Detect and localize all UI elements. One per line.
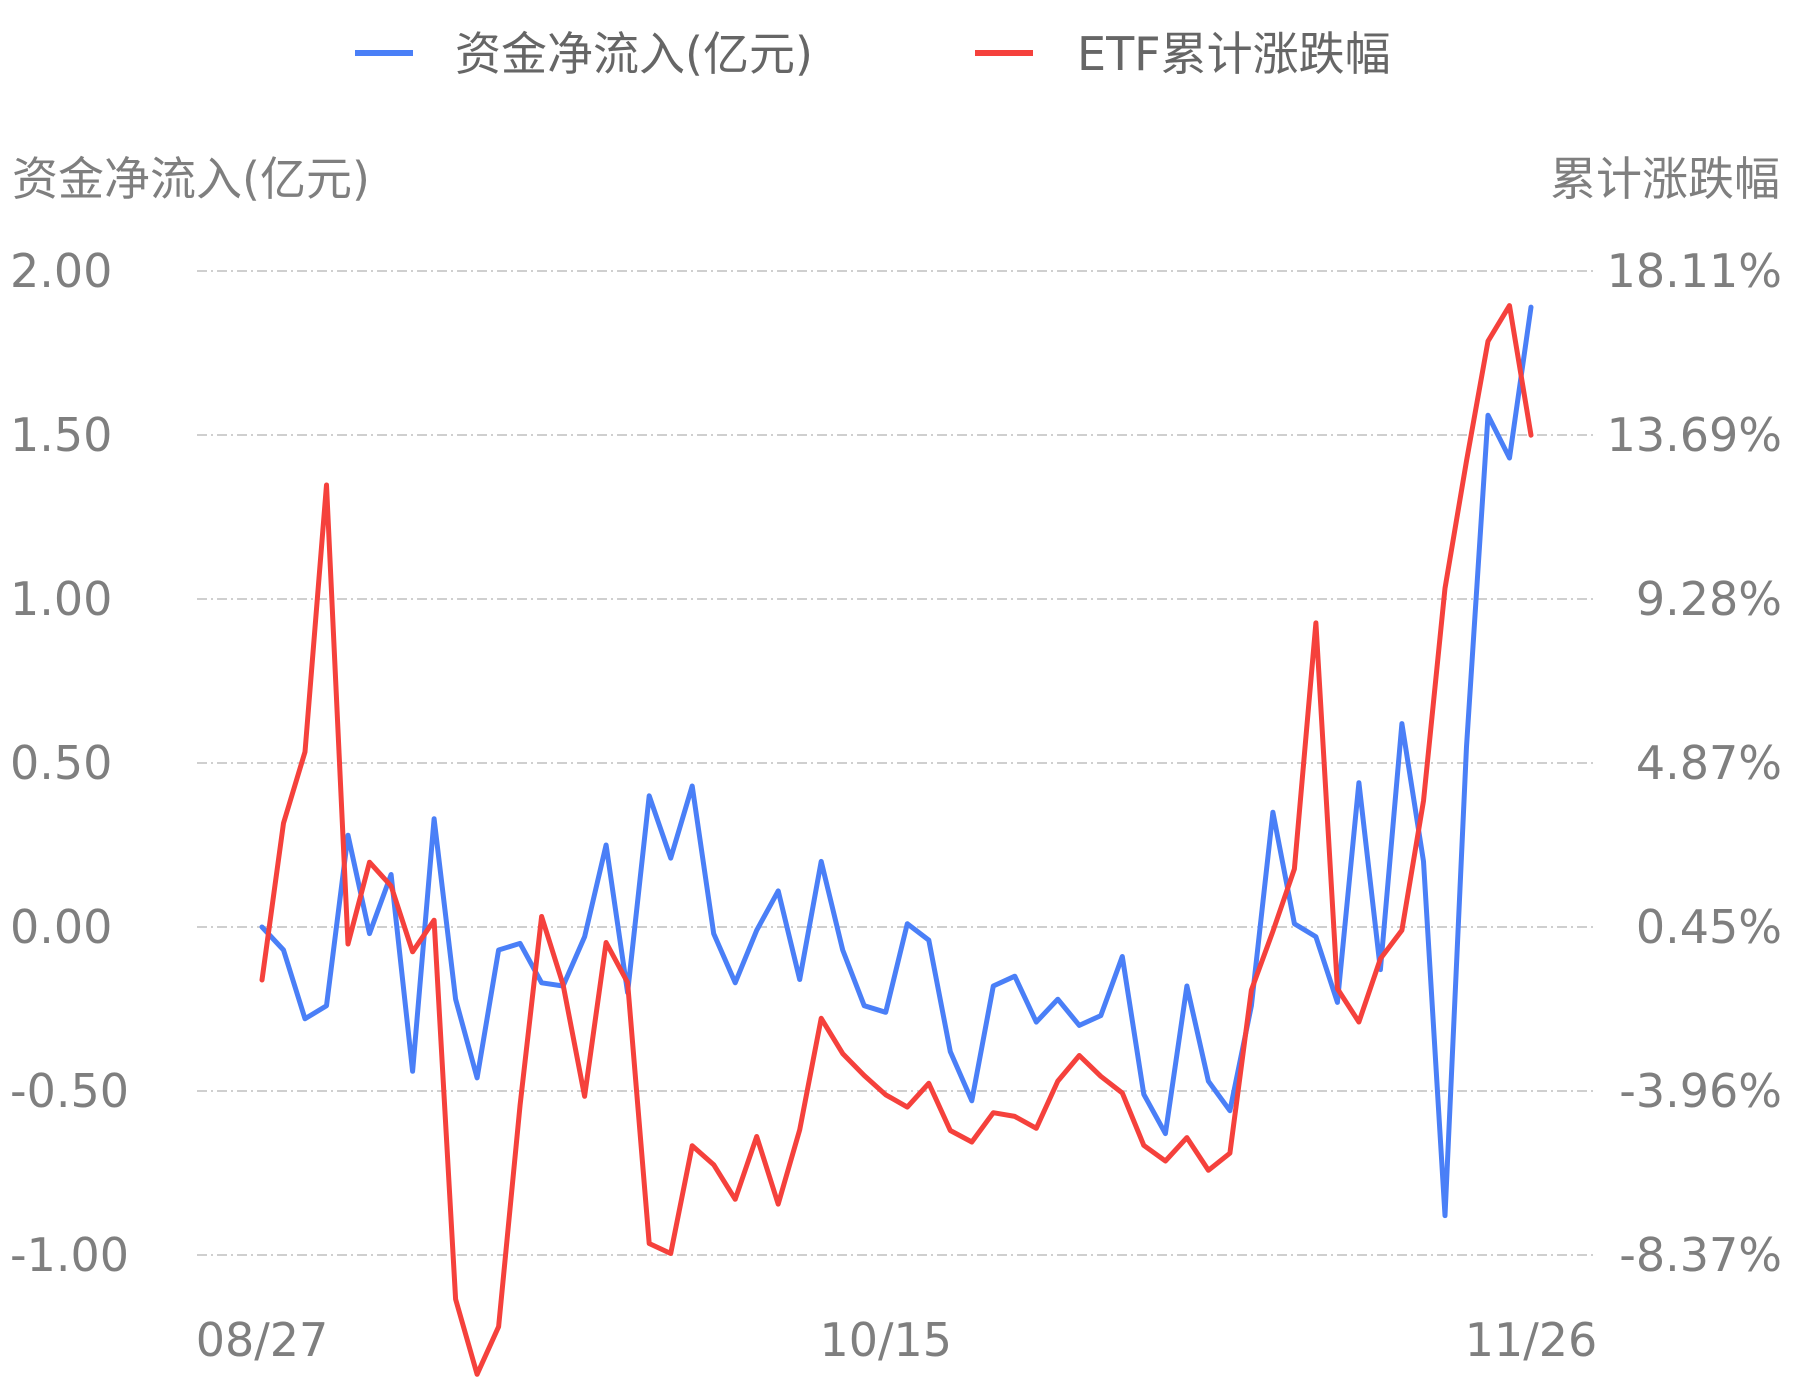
series-line-net-inflow — [259, 304, 1534, 1219]
right-axis-title: 累计涨跌幅 — [1550, 152, 1780, 206]
left-tick-label: 2.00 — [10, 244, 112, 298]
left-tick-label: -1.00 — [10, 1228, 129, 1282]
right-tick-label: -8.37% — [1619, 1228, 1782, 1282]
legend-label-cumulative-change: ETF累计涨跌幅 — [1077, 27, 1391, 81]
left-axis-title: 资金净流入(亿元) — [12, 152, 370, 206]
right-tick-label: 0.45% — [1636, 900, 1782, 954]
x-tick-label: 10/15 — [819, 1313, 952, 1367]
right-tick-label: 18.11% — [1607, 244, 1782, 298]
series-lines — [259, 303, 1534, 1377]
x-axis-ticks: 08/27 10/15 11/26 — [196, 1313, 1598, 1367]
series-line-cumulative-change — [259, 303, 1534, 1377]
left-axis-ticks: 2.00 1.50 1.00 0.50 0.00 -0.50 -1.00 — [10, 244, 129, 1282]
left-tick-label: -0.50 — [10, 1064, 129, 1118]
gridlines — [197, 270, 1597, 1256]
left-tick-label: 0.00 — [10, 900, 112, 954]
right-tick-label: 4.87% — [1636, 736, 1782, 790]
right-tick-label: -3.96% — [1619, 1064, 1782, 1118]
right-tick-label: 13.69% — [1607, 408, 1782, 462]
legend-label-net-inflow: 资金净流入(亿元) — [455, 27, 813, 81]
left-tick-label: 1.00 — [10, 572, 112, 626]
left-tick-label: 1.50 — [10, 408, 112, 462]
left-tick-label: 0.50 — [10, 736, 112, 790]
right-tick-label: 9.28% — [1636, 572, 1782, 626]
x-tick-label: 11/26 — [1465, 1313, 1598, 1367]
right-axis-ticks: 18.11% 13.69% 9.28% 4.87% 0.45% -3.96% -8.37% — [1607, 244, 1782, 1282]
legend: 资金净流入(亿元) ETF累计涨跌幅 — [355, 27, 1391, 81]
x-tick-label: 08/27 — [196, 1313, 329, 1367]
